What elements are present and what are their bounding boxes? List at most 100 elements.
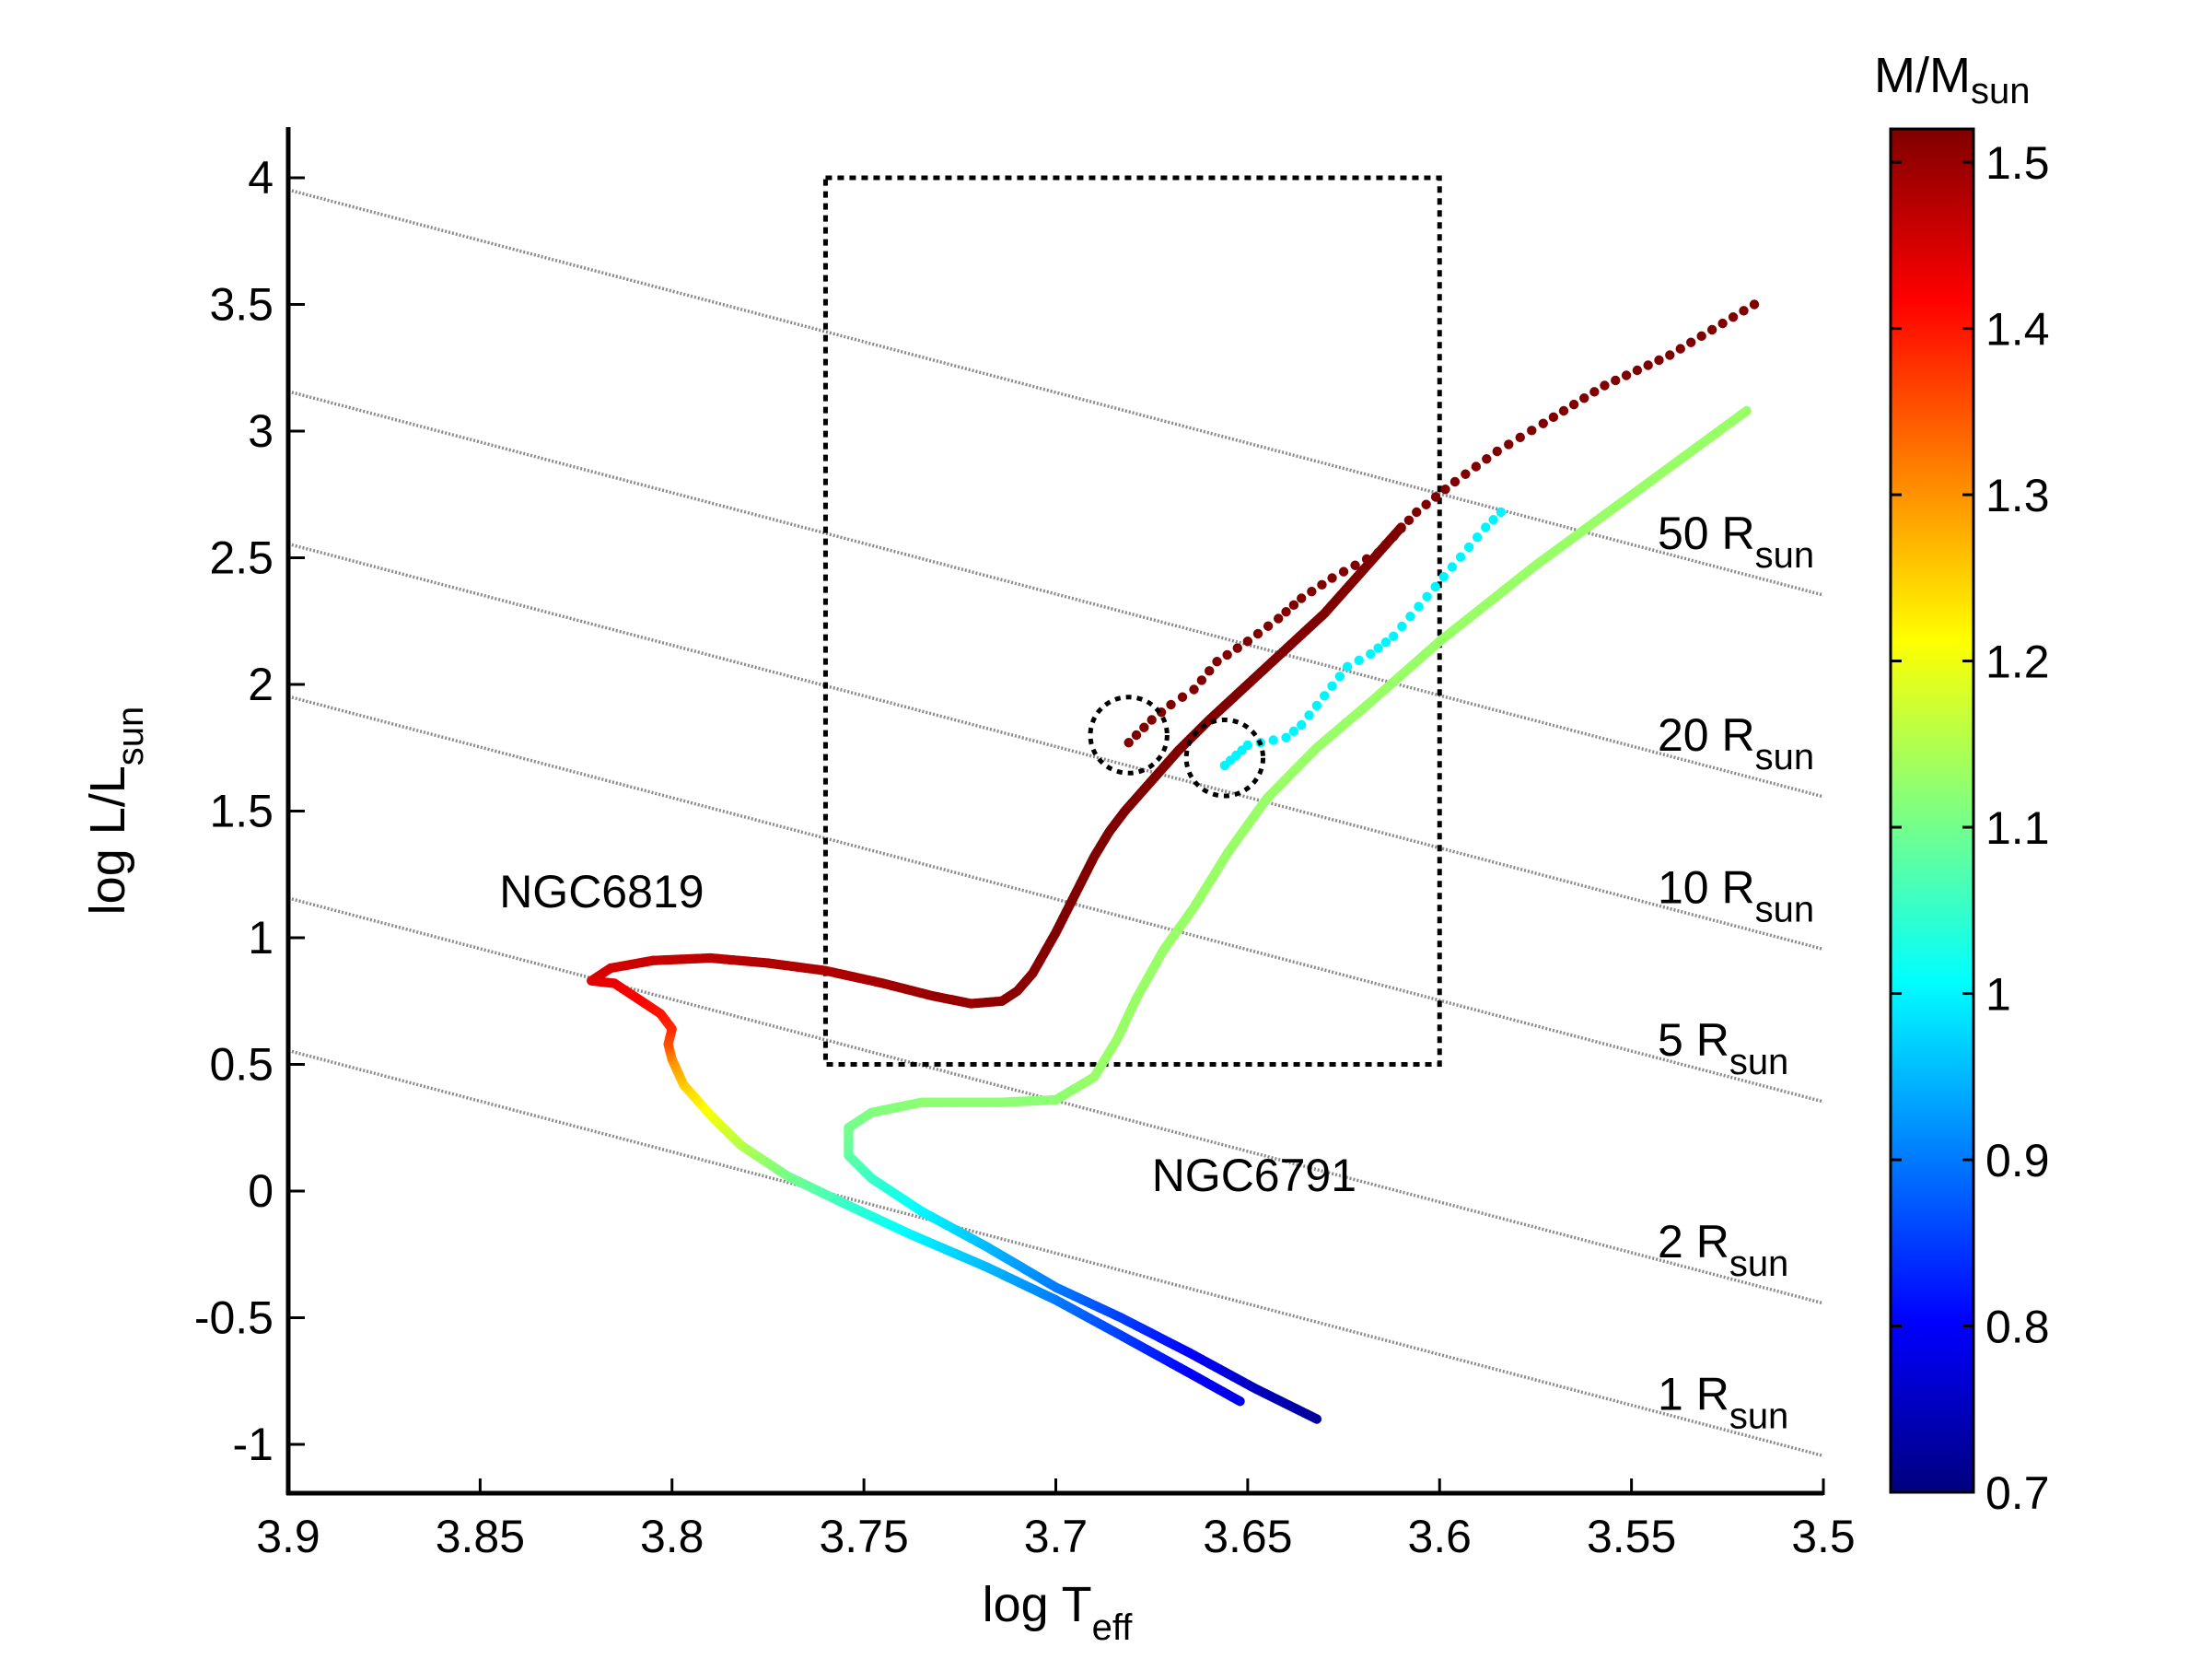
track-point — [1354, 655, 1364, 666]
colorbar-tick-label: 1.5 — [1985, 137, 2050, 189]
track-point — [1471, 461, 1482, 472]
track-point — [1304, 710, 1314, 720]
track-point — [1739, 306, 1749, 316]
y-tick-label: -0.5 — [194, 1292, 274, 1344]
track-point — [1728, 312, 1739, 322]
track-point — [1380, 637, 1391, 648]
track-point — [1297, 719, 1307, 730]
x-axis-title: log Teff — [983, 1577, 1134, 1648]
track-point — [1482, 454, 1492, 464]
track-point — [1461, 469, 1471, 479]
x-tick-label: 3.6 — [1407, 1511, 1472, 1562]
x-axis-title-sub: eff — [1092, 1607, 1134, 1648]
colorbar-title: M/Msun — [1874, 48, 2030, 111]
track-point — [1414, 602, 1424, 612]
colorbar-title-main: M/M — [1874, 48, 1971, 103]
radius-line — [288, 188, 1823, 597]
track-point — [1196, 675, 1207, 685]
track-point — [1288, 726, 1299, 737]
track-point — [1263, 621, 1274, 631]
clump-circle — [1088, 695, 1170, 776]
radius-label: 50 Rsun — [1658, 508, 1814, 576]
track-point — [1373, 643, 1383, 653]
track-point — [1527, 426, 1537, 436]
track-point — [1447, 562, 1458, 572]
track-point — [1366, 648, 1376, 660]
track-point — [1343, 661, 1353, 672]
track-point — [1440, 485, 1450, 495]
track-point — [1706, 324, 1717, 335]
track-point — [1380, 540, 1391, 550]
y-tick-label: 1 — [248, 912, 274, 964]
selection-box — [822, 175, 1442, 1067]
y-tick-label: 3.5 — [209, 279, 274, 331]
track-point — [1405, 612, 1415, 622]
track-point — [1686, 337, 1696, 347]
y-tick-label: 2.5 — [209, 532, 274, 584]
track-point — [1548, 412, 1559, 423]
track-point — [1643, 360, 1653, 370]
track-point — [1430, 492, 1441, 502]
track-point — [1403, 515, 1415, 525]
colorbar-title-sub: sun — [1971, 71, 2031, 111]
x-tick-label: 3.65 — [1203, 1511, 1292, 1562]
circle-layer — [1088, 695, 1266, 799]
track-point — [1472, 532, 1483, 543]
y-axis-title: log L/Lsun — [80, 707, 151, 916]
y-tick-label: 4 — [248, 152, 274, 204]
y-tick-label: 1.5 — [209, 786, 274, 837]
track-point — [1274, 613, 1284, 624]
cluster-label: NGC6819 — [499, 866, 704, 917]
colorbar-tick-label: 0.9 — [1985, 1135, 2050, 1186]
radius-lines — [288, 188, 1823, 1458]
track-point — [1189, 684, 1199, 695]
track-point — [1396, 523, 1406, 533]
series-layer — [587, 299, 1760, 1424]
radius-label: 2 Rsun — [1658, 1216, 1788, 1284]
colorbar-tick-label: 1 — [1985, 969, 2011, 1021]
track-point — [1131, 730, 1142, 741]
series-ngc6791 — [844, 405, 1752, 1424]
colorbar-tick-label: 1.3 — [1985, 470, 2050, 521]
x-tick-label: 3.5 — [1791, 1511, 1856, 1562]
track-point — [1481, 522, 1491, 532]
track-point — [1222, 649, 1232, 660]
radius-label: 1 Rsun — [1658, 1368, 1788, 1436]
radius-line — [288, 390, 1823, 799]
track-point — [1538, 418, 1548, 428]
track-point — [1621, 370, 1632, 380]
track-point — [1421, 499, 1431, 509]
track-point — [1632, 365, 1643, 376]
track-point — [1389, 631, 1399, 641]
track-point — [1268, 735, 1278, 745]
track-point — [1350, 560, 1360, 570]
series-ngc6819 — [587, 522, 1406, 1407]
track-point — [1675, 344, 1685, 354]
x-axis-title-main: log T — [983, 1577, 1092, 1632]
track-point — [1488, 515, 1498, 525]
track-point — [1327, 573, 1337, 583]
x-tick-label: 3.8 — [640, 1511, 704, 1562]
y-ticks: -1 -0.5 0 0.5 1 1.5 2 2.5 3 3.5 4 — [194, 152, 305, 1470]
radius-line — [288, 1048, 1823, 1458]
radius-line — [288, 695, 1823, 1104]
y-axis-title-main: log L/L — [80, 765, 135, 915]
track-point — [1242, 637, 1253, 647]
y-tick-label: -1 — [233, 1419, 274, 1470]
x-tick-label: 3.75 — [819, 1511, 908, 1562]
radius-label: 20 Rsun — [1658, 709, 1814, 777]
y-axis-title-sub: sun — [111, 707, 151, 766]
track-point — [1749, 299, 1760, 310]
x-tick-label: 3.55 — [1587, 1511, 1676, 1562]
annotation-layer: 50 Rsun 20 Rsun 10 Rsun 5 Rsun 2 Rsun 1 Rsun N… — [499, 508, 1814, 1436]
colorbar-tick-label: 1.2 — [1985, 637, 2050, 688]
radius-label: 10 Rsun — [1658, 861, 1814, 929]
clump-circle — [1183, 718, 1266, 799]
y-tick-label: 0.5 — [209, 1039, 274, 1091]
track-point — [1654, 355, 1664, 366]
cluster-label: NGC6791 — [1152, 1150, 1356, 1201]
track-point — [1412, 507, 1422, 518]
track-point — [1568, 399, 1579, 410]
track-point — [1589, 387, 1600, 397]
